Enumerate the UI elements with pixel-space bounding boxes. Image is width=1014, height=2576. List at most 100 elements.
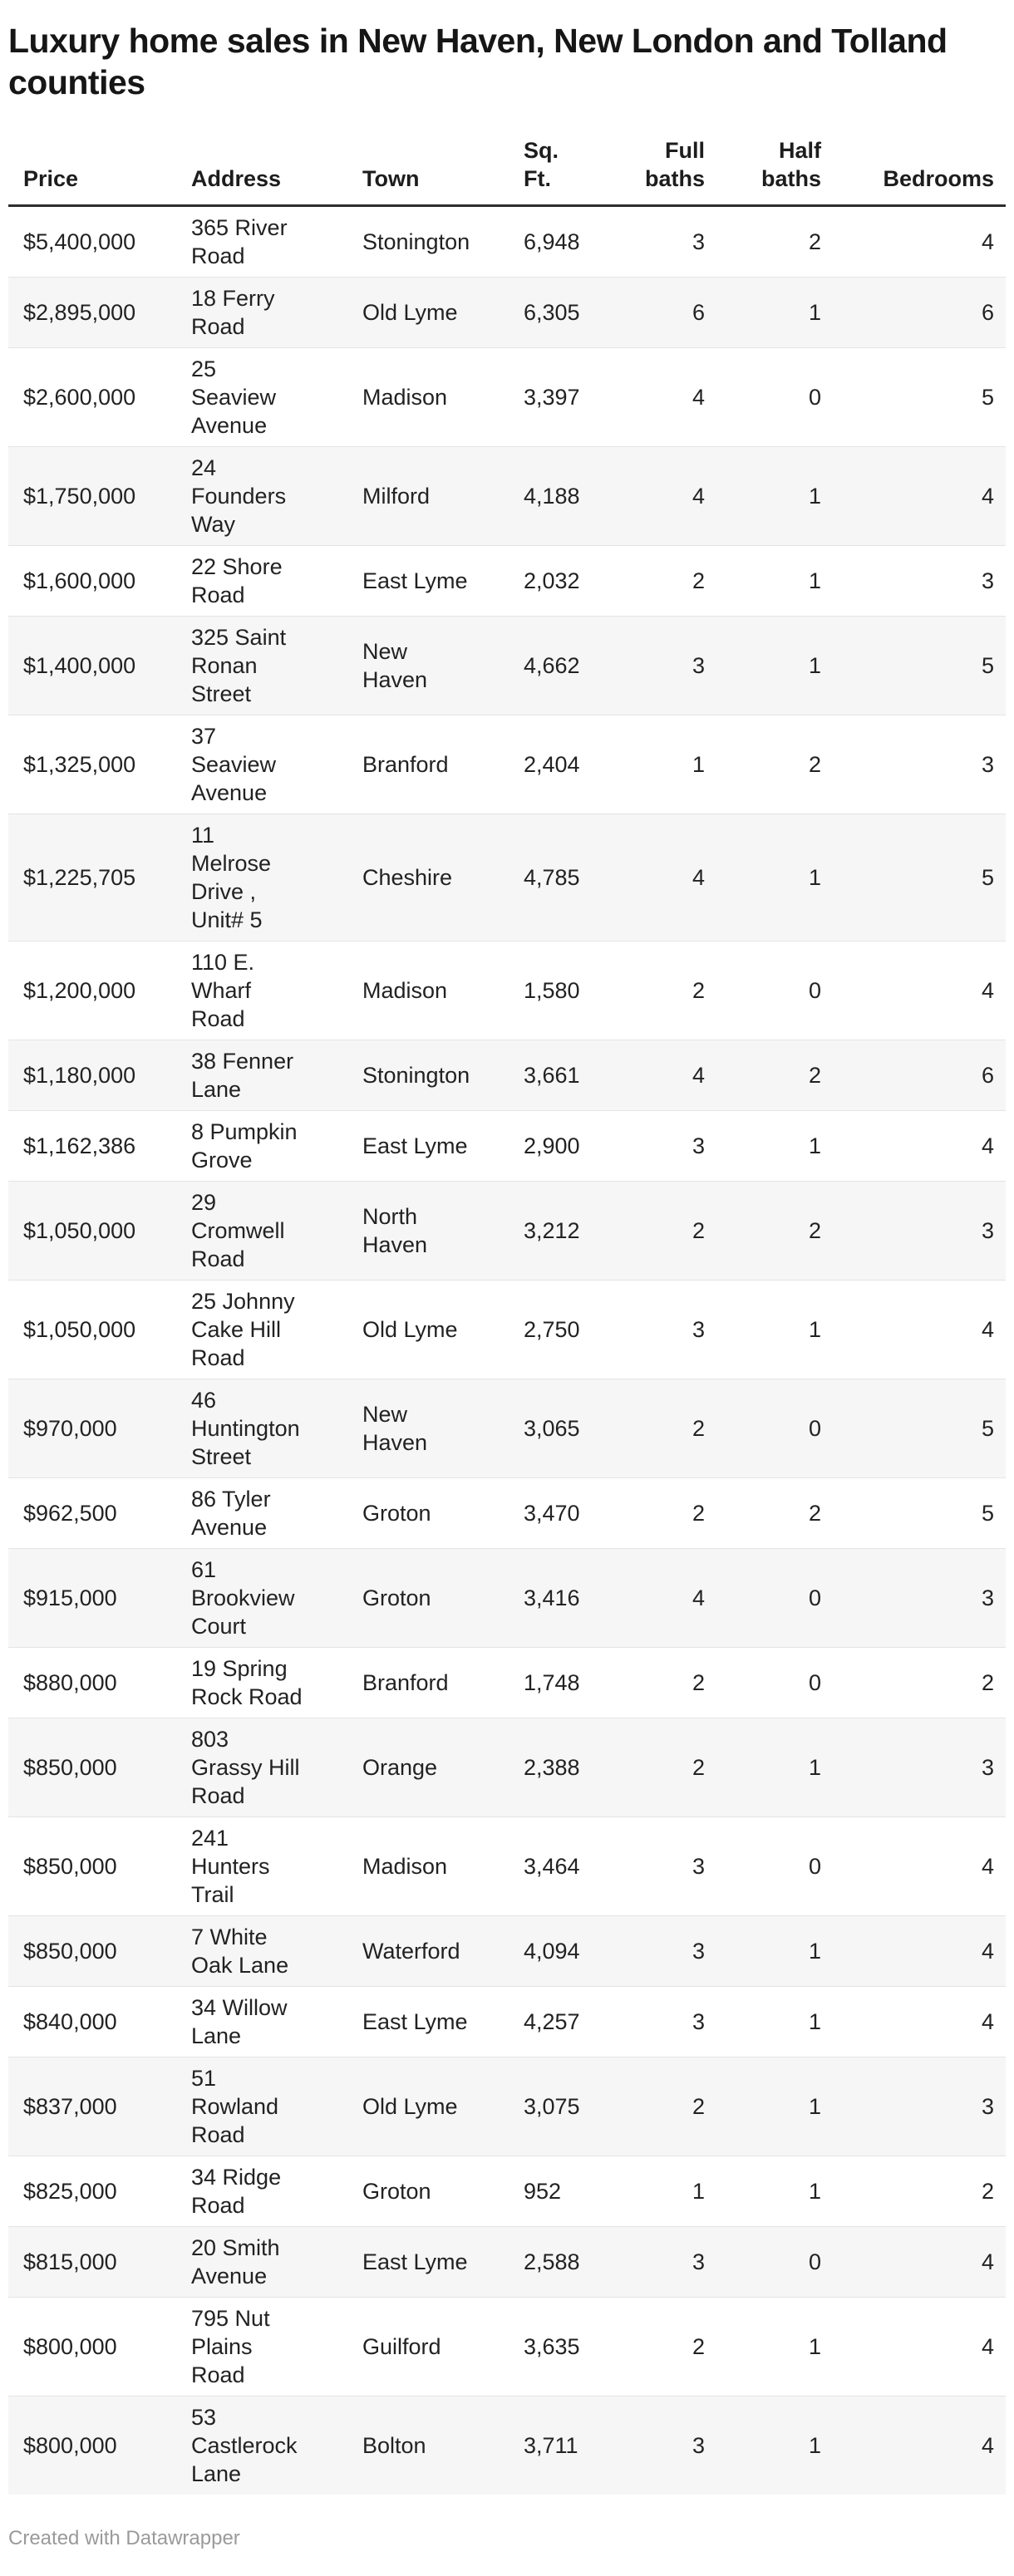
cell-sqft: 3,470 bbox=[509, 1477, 615, 1549]
cell-price: $915,000 bbox=[8, 1548, 176, 1648]
cell-full-baths: 3 bbox=[615, 1110, 720, 1182]
cell-town: Branford bbox=[347, 715, 509, 814]
cell-half-baths: 1 bbox=[720, 1280, 836, 1379]
cell-town: Old Lyme bbox=[347, 277, 509, 348]
cell-price: $2,600,000 bbox=[8, 347, 176, 447]
cell-price: $1,325,000 bbox=[8, 715, 176, 814]
cell-full-baths: 2 bbox=[615, 1379, 720, 1478]
cell-town: Madison bbox=[347, 941, 509, 1040]
table-row: $1,400,000 325 Saint Ronan Street New Have… bbox=[8, 616, 1006, 715]
cell-sqft: 3,635 bbox=[509, 2297, 615, 2397]
cell-bedrooms: 3 bbox=[836, 2057, 1006, 2156]
cell-full-baths: 4 bbox=[615, 1040, 720, 1111]
table-row: $1,750,000 24 Founders Way Milford 4,188 4 1 4 bbox=[8, 446, 1006, 546]
table-row: $815,000 20 Smith Avenue East Lyme 2,588 3 0 4 bbox=[8, 2226, 1006, 2298]
cell-address: 22 Shore Road bbox=[176, 545, 347, 617]
cell-bedrooms: 4 bbox=[836, 1816, 1006, 1916]
cell-sqft: 4,662 bbox=[509, 616, 615, 715]
table-row: $1,600,000 22 Shore Road East Lyme 2,032 2 1 3 bbox=[8, 545, 1006, 617]
cell-half-baths: 1 bbox=[720, 446, 836, 546]
cell-half-baths: 1 bbox=[720, 1718, 836, 1817]
cell-address: 25 Johnny Cake Hill Road bbox=[176, 1280, 347, 1379]
cell-sqft: 4,257 bbox=[509, 1986, 615, 2057]
table-row: $1,225,705 11 Melrose Drive , Unit# 5 Ches… bbox=[8, 814, 1006, 941]
cell-bedrooms: 4 bbox=[981, 229, 994, 254]
table-row: $800,000 53 Castlerock Lane Bolton 3,711 3 1 4 bbox=[8, 2396, 1006, 2495]
cell-bedrooms: 3 bbox=[836, 715, 1006, 814]
cell-half-baths: 2 bbox=[808, 229, 821, 254]
cell-sqft: 1,580 bbox=[509, 941, 615, 1040]
cell-half-baths: 2 bbox=[720, 715, 836, 814]
cell-full-baths: 3 bbox=[692, 229, 705, 254]
cell-address: 34 Willow Lane bbox=[176, 1986, 347, 2057]
column-header-full-baths: Full baths bbox=[615, 113, 720, 207]
cell-bedrooms: 4 bbox=[836, 1986, 1006, 2057]
cell-price: $1,050,000 bbox=[8, 1280, 176, 1379]
table-row: $850,000 241 Hunters Trail Madison 3,464 3 0 4 bbox=[8, 1816, 1006, 1916]
cell-address: 19 Spring Rock Road bbox=[176, 1647, 347, 1718]
table-row: $1,180,000 38 Fenner Lane Stonington 3,661 4… bbox=[8, 1040, 1006, 1111]
table-row: $2,895,000 18 Ferry Road Old Lyme 6,305 6 1 6 bbox=[8, 277, 1006, 348]
cell-price: $880,000 bbox=[8, 1647, 176, 1718]
table-row: $1,050,000 29 Cromwell Road North Haven 3,2… bbox=[8, 1181, 1006, 1281]
cell-full-baths: 3 bbox=[615, 616, 720, 715]
cell-address: 38 Fenner Lane bbox=[176, 1040, 347, 1111]
cell-half-baths: 1 bbox=[720, 1110, 836, 1182]
cell-half-baths: 1 bbox=[720, 2396, 836, 2495]
cell-address: 86 Tyler Avenue bbox=[176, 1477, 347, 1549]
cell-bedrooms: 6 bbox=[836, 277, 1006, 348]
column-header-bedrooms: Bedrooms bbox=[836, 113, 1006, 207]
cell-town: Groton bbox=[347, 2156, 509, 2227]
cell-half-baths: 1 bbox=[720, 616, 836, 715]
cell-price: $850,000 bbox=[8, 1816, 176, 1916]
column-header-half-baths: Half baths bbox=[720, 113, 836, 207]
cell-town: Stonington bbox=[362, 229, 470, 254]
datawrapper-credit-link[interactable]: Created with Datawrapper bbox=[8, 2527, 240, 2549]
cell-full-baths: 2 bbox=[615, 545, 720, 617]
cell-half-baths: 1 bbox=[720, 814, 836, 941]
cell-price: $970,000 bbox=[8, 1379, 176, 1478]
cell-address: 18 Ferry Road bbox=[176, 277, 347, 348]
cell-full-baths: 4 bbox=[615, 814, 720, 941]
cell-full-baths: 4 bbox=[615, 446, 720, 546]
cell-town: Old Lyme bbox=[347, 2057, 509, 2156]
cell-sqft: 2,032 bbox=[509, 545, 615, 617]
cell-bedrooms: 4 bbox=[836, 1110, 1006, 1182]
cell-sqft: 3,065 bbox=[509, 1379, 615, 1478]
cell-address: 29 Cromwell Road bbox=[176, 1181, 347, 1281]
cell-sqft: 2,588 bbox=[509, 2226, 615, 2298]
cell-town: East Lyme bbox=[347, 2226, 509, 2298]
cell-address: 61 Brookview Court bbox=[176, 1548, 347, 1648]
cell-address: 241 Hunters Trail bbox=[176, 1816, 347, 1916]
cell-town: Milford bbox=[347, 446, 509, 546]
cell-town: Stonington bbox=[347, 1040, 509, 1111]
cell-price: $840,000 bbox=[8, 1986, 176, 2057]
cell-price: $1,162,386 bbox=[8, 1110, 176, 1182]
cell-address: 53 Castlerock Lane bbox=[176, 2396, 347, 2495]
cell-bedrooms: 5 bbox=[836, 814, 1006, 941]
cell-half-baths: 1 bbox=[720, 2057, 836, 2156]
cell-full-baths: 3 bbox=[615, 1986, 720, 2057]
cell-sqft: 2,900 bbox=[509, 1110, 615, 1182]
cell-half-baths: 1 bbox=[720, 2297, 836, 2397]
cell-price: $1,225,705 bbox=[8, 814, 176, 941]
table-row: $1,325,000 37 Seaview Avenue Branford 2,404… bbox=[8, 715, 1006, 814]
cell-address: 803 Grassy Hill Road bbox=[176, 1718, 347, 1817]
cell-half-baths: 2 bbox=[720, 1040, 836, 1111]
cell-bedrooms: 5 bbox=[836, 616, 1006, 715]
cell-bedrooms: 3 bbox=[836, 545, 1006, 617]
cell-price: $825,000 bbox=[8, 2156, 176, 2227]
cell-address: 325 Saint Ronan Street bbox=[176, 616, 347, 715]
cell-full-baths: 2 bbox=[615, 1477, 720, 1549]
cell-price: $1,600,000 bbox=[8, 545, 176, 617]
cell-price: $962,500 bbox=[8, 1477, 176, 1549]
cell-full-baths: 2 bbox=[615, 1181, 720, 1281]
data-table: Price Address Town Sq. Ft. Full baths Ha… bbox=[8, 113, 1006, 2495]
header-row: Price Address Town Sq. Ft. Full baths Ha… bbox=[8, 113, 1006, 207]
cell-half-baths: 0 bbox=[720, 1548, 836, 1648]
table-row: $1,050,000 25 Johnny Cake Hill Road Old Ly… bbox=[8, 1280, 1006, 1379]
cell-sqft: 952 bbox=[509, 2156, 615, 2227]
cell-full-baths: 3 bbox=[615, 1915, 720, 1987]
table-row: $880,000 19 Spring Rock Road Branford 1,748… bbox=[8, 1647, 1006, 1718]
